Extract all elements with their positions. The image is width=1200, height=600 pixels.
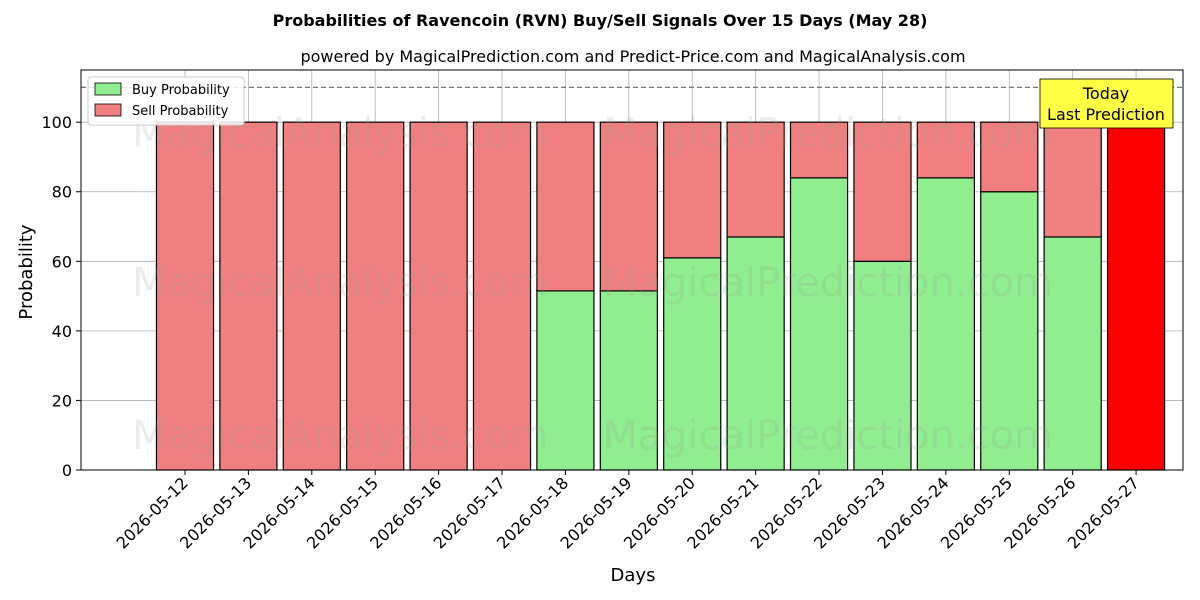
legend-box <box>87 76 245 126</box>
legend-label-sell: Sell Probability <box>132 104 229 119</box>
bar-sell <box>282 121 341 471</box>
y-tick-label: 80 <box>52 183 72 202</box>
legend: Buy Probability Sell Probability <box>87 76 245 126</box>
bar-sell <box>1043 121 1102 238</box>
bar-sell <box>789 121 849 179</box>
bar-buy <box>789 177 849 471</box>
x-axis-ticks: 2026-05-122026-05-132026-05-142026-05-15… <box>113 470 1143 553</box>
watermarks: MagicalAnalysis.com MagicalPrediction.com… <box>132 111 1053 460</box>
bar-buy <box>1043 236 1102 471</box>
bar-sell <box>346 121 405 471</box>
annotation-line-today: Today <box>1082 84 1129 103</box>
watermark-text: MagicalPrediction.com <box>603 413 1053 459</box>
bar-sell <box>409 121 468 471</box>
today-annotation: Today Last Prediction <box>1039 78 1174 129</box>
y-tick-label: 0 <box>62 461 72 480</box>
bar-buy <box>916 177 975 471</box>
legend-label-buy: Buy Probability <box>132 83 230 98</box>
bar-sell <box>472 121 532 471</box>
y-tick-label: 20 <box>52 391 72 410</box>
legend-swatch-sell <box>94 103 122 117</box>
bar-sell-highlight <box>1106 121 1166 471</box>
bar-buy <box>599 290 658 471</box>
y-tick-label: 100 <box>41 113 72 132</box>
y-axis-ticks: 0 20 40 60 80 100 <box>41 113 81 480</box>
plot-frame <box>80 69 1184 471</box>
bar-sell <box>663 121 722 259</box>
y-tick-label: 60 <box>52 252 72 271</box>
bar-sell <box>853 121 912 262</box>
annotation-line-last-prediction: Last Prediction <box>1047 105 1165 124</box>
bar-sell <box>726 121 785 238</box>
x-axis-label: Days <box>611 565 656 586</box>
annotation-box <box>1039 78 1174 129</box>
bar-buy <box>853 260 912 471</box>
watermark-text: MagicalAnalysis.com <box>132 413 548 459</box>
bar-sell <box>916 121 975 179</box>
watermark-text: MagicalPrediction.com <box>603 260 1053 306</box>
legend-swatch-buy <box>94 82 122 96</box>
chart-subtitle: powered by MagicalPrediction.com and Pre… <box>300 47 965 66</box>
bar-buy <box>663 257 722 471</box>
y-tick-label: 40 <box>52 322 72 341</box>
bar-sell <box>980 121 1039 193</box>
watermark-text: MagicalPrediction.com <box>603 111 1053 157</box>
watermark-text: MagicalAnalysis.com <box>132 260 548 306</box>
bars <box>155 121 1166 471</box>
bar-buy <box>726 236 785 471</box>
bar-sell <box>536 121 595 292</box>
chart-title: Probabilities of Ravencoin (RVN) Buy/Sel… <box>273 11 928 30</box>
bar-buy <box>536 290 595 471</box>
y-axis-label: Probability <box>16 224 37 319</box>
bar-buy <box>980 191 1039 471</box>
bar-sell <box>599 121 658 292</box>
